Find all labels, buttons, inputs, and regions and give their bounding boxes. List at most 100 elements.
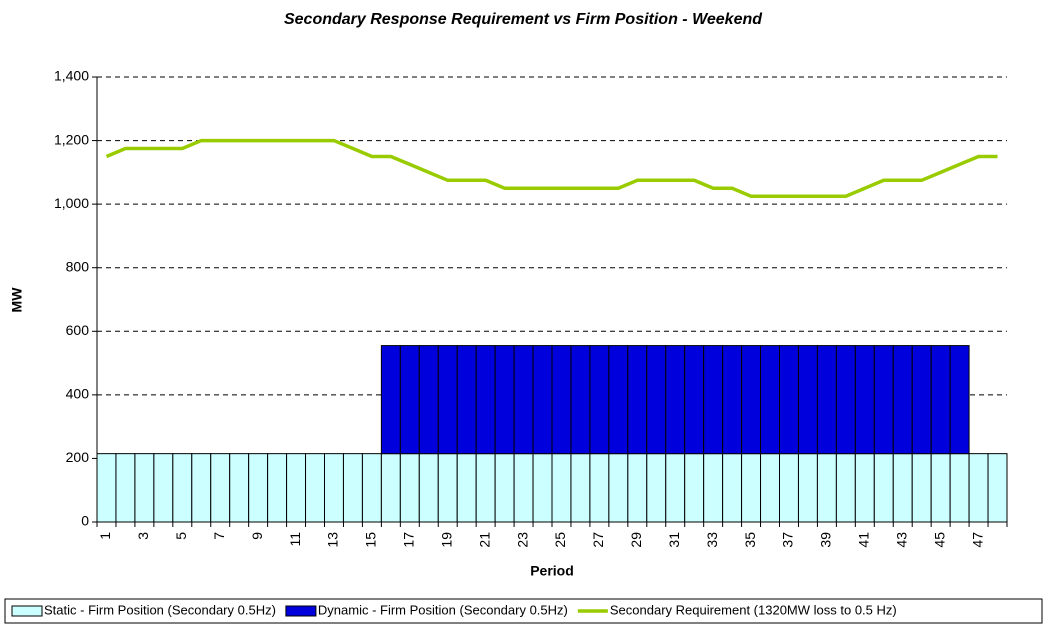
x-tick-label: 7 [211, 532, 227, 540]
bar [532, 453, 553, 523]
x-tick-label: 39 [818, 532, 834, 548]
bar [646, 453, 667, 523]
bar [305, 453, 325, 523]
bar [873, 453, 894, 523]
bar [627, 345, 648, 455]
bar [892, 345, 913, 455]
bar [570, 453, 591, 523]
bar [494, 345, 515, 455]
y-tick-label: 600 [66, 322, 90, 338]
bar [342, 453, 363, 523]
bar [930, 453, 951, 523]
x-tick-label: 19 [438, 532, 454, 548]
x-tick-label: 45 [931, 532, 947, 548]
y-tick-label: 400 [66, 386, 90, 402]
x-tick-label: 21 [476, 532, 492, 548]
legend-swatch [11, 605, 43, 617]
bar [911, 345, 932, 455]
bar [532, 345, 553, 455]
x-axis-label: Period [530, 563, 574, 579]
x-tick-label: 23 [514, 532, 530, 548]
x-tick-label: 41 [856, 532, 872, 548]
bar [210, 453, 231, 523]
y-tick-label: 1,400 [54, 68, 89, 84]
bar [665, 345, 686, 455]
x-tick-label: 9 [249, 532, 265, 540]
x-tick-label: 13 [325, 532, 341, 548]
bar [779, 345, 799, 455]
legend-label: Secondary Requirement (1320MW loss to 0.… [610, 602, 897, 617]
x-tick-label: 35 [742, 532, 758, 548]
x-tick-label: 27 [590, 532, 606, 548]
x-tick-label: 37 [780, 532, 796, 548]
bar [134, 453, 155, 523]
y-axis-label: MW [9, 287, 25, 313]
bar [741, 453, 762, 523]
bar [324, 453, 344, 523]
x-tick-label: 5 [173, 532, 189, 540]
chart-title: Secondary Response Requirement vs Firm P… [284, 11, 763, 28]
bar [873, 345, 894, 455]
bar [399, 453, 420, 523]
bar [361, 453, 382, 523]
bar [589, 345, 610, 455]
bar [380, 453, 401, 523]
bar [722, 345, 743, 455]
x-tick-label: 1 [97, 532, 113, 540]
bar [513, 453, 534, 523]
bar [949, 345, 970, 455]
legend-box [4, 598, 1043, 624]
bar [665, 453, 686, 523]
line [105, 138, 998, 198]
bar [646, 345, 667, 455]
bar [475, 345, 496, 455]
bar [816, 345, 837, 455]
bar [267, 453, 288, 523]
bar [608, 453, 629, 523]
bar [703, 345, 724, 455]
legend-label: Static - Firm Position (Secondary 0.5Hz) [44, 602, 276, 617]
x-tick-label: 15 [363, 532, 379, 548]
bar [456, 453, 477, 523]
bar [96, 453, 117, 523]
x-tick-label: 11 [287, 532, 303, 547]
bar [703, 453, 724, 523]
bar [741, 345, 762, 455]
bar [854, 453, 875, 523]
x-tick-label: 29 [628, 532, 644, 548]
bar [949, 453, 970, 523]
bar [380, 345, 401, 455]
x-tick-label: 3 [135, 532, 151, 540]
bar [760, 345, 781, 455]
bar [191, 453, 212, 523]
bar [513, 345, 534, 455]
y-tick-label: 200 [66, 449, 90, 465]
bar [854, 345, 875, 455]
bar [797, 345, 818, 455]
legend-swatch [285, 605, 317, 617]
bar [494, 453, 515, 523]
bar [816, 453, 837, 523]
x-tick-label: 31 [666, 532, 682, 548]
bar [248, 453, 269, 523]
bar [684, 345, 705, 455]
bar [399, 345, 420, 455]
bar [779, 453, 799, 523]
bar [172, 453, 193, 523]
bar [608, 345, 629, 455]
legend-label: Dynamic - Firm Position (Secondary 0.5Hz… [318, 602, 568, 617]
y-tick-label: 1,000 [54, 195, 89, 211]
bar [835, 345, 856, 455]
bar [835, 453, 856, 523]
bar [589, 453, 610, 523]
bar [418, 345, 439, 455]
bar [722, 453, 743, 523]
bar [892, 453, 913, 523]
bar [437, 345, 458, 455]
y-tick-label: 800 [66, 258, 90, 274]
bar [684, 453, 705, 523]
y-tick-label: 0 [81, 513, 89, 529]
x-tick-label: 17 [401, 532, 417, 548]
bar [437, 453, 458, 523]
bar [570, 345, 591, 455]
